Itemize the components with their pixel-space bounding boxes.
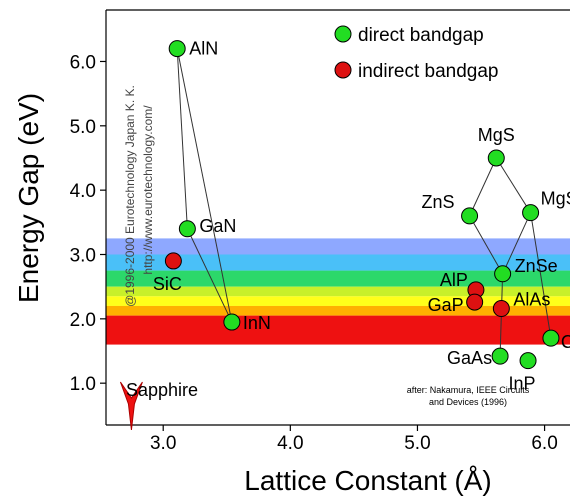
legend-direct-marker xyxy=(334,25,352,43)
y-tick-label: 4.0 xyxy=(70,181,96,202)
point-mgs xyxy=(487,149,505,167)
spectrum-band-6 xyxy=(106,315,570,345)
point-label-gap: GaP xyxy=(428,295,464,315)
connection-mgs-mgse xyxy=(495,157,532,213)
legend-direct-label: direct bandgap xyxy=(358,25,484,46)
point-gaas xyxy=(491,347,509,365)
point-label-gan: GaN xyxy=(199,216,236,236)
y-tick-label: 5.0 xyxy=(70,117,96,138)
point-label-cdse: CdSe xyxy=(561,332,570,352)
point-inp xyxy=(519,352,537,370)
connection-aln-inn xyxy=(176,48,233,323)
point-label-aln: AlN xyxy=(189,39,218,59)
point-gan xyxy=(178,220,196,238)
legend-indirect-label: indirect bandgap xyxy=(358,61,499,82)
point-label-sic: SiC xyxy=(153,274,182,294)
connection-mgs-zns xyxy=(469,157,497,217)
y-tick-label: 6.0 xyxy=(70,52,96,73)
data-points xyxy=(164,40,560,370)
connection-gan-inn xyxy=(186,228,233,323)
connection-mgse-znse xyxy=(502,212,532,275)
spectrum-band-5 xyxy=(106,305,570,316)
x-tick-label: 5.0 xyxy=(404,433,430,454)
point-aln xyxy=(168,40,186,58)
point-label-alas: AlAs xyxy=(513,290,550,310)
point-znse xyxy=(494,265,512,283)
point-mgse xyxy=(522,204,540,222)
spectrum-band-1 xyxy=(106,254,570,271)
x-tick-label: 3.0 xyxy=(150,433,176,454)
point-label-inn: InN xyxy=(243,313,271,333)
legend-indirect-marker xyxy=(334,61,352,79)
y-axis-label: Energy Gap (eV) xyxy=(13,93,44,303)
point-label-alp: AlP xyxy=(440,270,468,290)
substrate-indicator: Sapphire xyxy=(119,380,198,431)
citation: after: Nakamura, IEEE Circuits and Devic… xyxy=(407,385,530,407)
y-tick-label: 2.0 xyxy=(70,310,96,331)
spectrum-band-4 xyxy=(106,296,570,306)
legend: direct bandgap indirect bandgap xyxy=(334,25,499,82)
y-tick-label: 3.0 xyxy=(70,245,96,266)
point-label-inp: InP xyxy=(509,374,536,394)
point-labels: AlN GaN InN MgS ZnS MgSe ZnSe CdSe GaAs InP SiC AlP… xyxy=(153,39,570,394)
citation-line-1: after: Nakamura, IEEE Circuits xyxy=(407,385,530,395)
spectrum-band-0 xyxy=(106,238,570,255)
point-inn xyxy=(223,313,241,331)
spectrum-band-3 xyxy=(106,286,570,297)
connection-mgse-cdse xyxy=(530,212,552,339)
axes: 1.0 2.0 3.0 4.0 5.0 6.0 3.0 4.0 5.0 6.0 xyxy=(70,9,570,454)
point-zns xyxy=(461,207,479,225)
point-gap xyxy=(466,293,484,311)
sapphire-arrow-icon xyxy=(119,381,143,431)
citation-line-2: and Devices (1996) xyxy=(429,397,507,407)
connection-aln-gan xyxy=(176,48,188,229)
x-tick-label: 6.0 xyxy=(531,433,557,454)
x-tick-label: 4.0 xyxy=(277,433,303,454)
point-label-zns: ZnS xyxy=(422,192,455,212)
point-sic xyxy=(164,252,182,270)
copyright-note: @1996-2000 Eurotechnology Japan K. K. xyxy=(123,85,137,307)
visible-spectrum-bands xyxy=(106,238,570,345)
point-label-znse: ZnSe xyxy=(515,256,558,276)
x-axis-label: Lattice Constant (Å) xyxy=(244,465,491,496)
y-tick-label: 1.0 xyxy=(70,374,96,395)
website-note: http://www.eurotechnology.com/ xyxy=(141,105,155,275)
sapphire-label: Sapphire xyxy=(126,380,198,400)
point-label-mgs: MgS xyxy=(478,125,515,145)
point-label-mgse: MgSe xyxy=(541,189,570,209)
point-label-gaas: GaAs xyxy=(447,348,492,368)
connection-zns-znse xyxy=(469,215,504,275)
point-alas xyxy=(492,300,510,318)
point-cdse xyxy=(542,329,560,347)
